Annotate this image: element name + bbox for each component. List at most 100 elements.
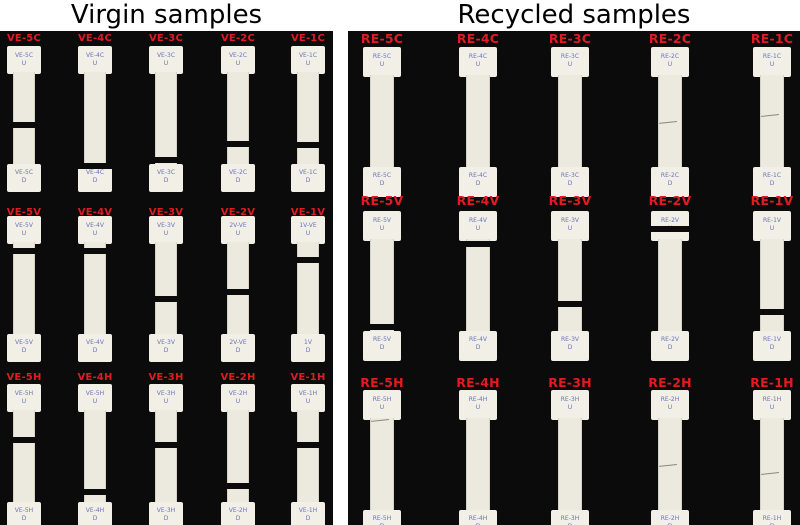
specimen-bottom-grip <box>459 331 497 361</box>
specimen-top-marking: VE-5V U <box>15 222 33 237</box>
specimen-label: VE-2C <box>220 33 256 44</box>
specimen-top-grip <box>291 384 325 412</box>
specimen-bottom-grip <box>753 510 791 525</box>
specimen-label: RE-5H <box>360 375 404 390</box>
specimen-top-grip <box>363 47 401 77</box>
fracture-gap <box>5 437 43 443</box>
specimen-bottom-grip <box>551 167 589 197</box>
tensile-specimen: RE-2H U RE-2H D <box>651 390 689 525</box>
specimen-label: VE-3H <box>148 372 184 383</box>
fracture-gap <box>5 122 43 128</box>
specimen-bottom-marking: VE-5C D <box>14 169 34 184</box>
tensile-specimen: VE-2H U VE-2H D <box>219 384 257 525</box>
specimen-bottom-grip <box>459 167 497 197</box>
specimen-label: VE-5V <box>6 207 42 218</box>
specimen-top-grip <box>363 211 401 241</box>
specimen-top-marking: RE-1V U <box>762 217 782 232</box>
specimen-bottom-grip <box>149 502 183 525</box>
specimen-bottom-marking: RE-2V D <box>660 336 680 351</box>
specimen-top-grip <box>651 47 689 77</box>
recycled-samples-heading: Recycled samples <box>457 0 691 30</box>
specimen-bottom-grip <box>651 510 689 525</box>
tensile-specimen: VE-4V U VE-4V D <box>76 216 114 362</box>
specimen-label: VE-2V <box>220 207 256 218</box>
fracture-gap <box>361 324 403 330</box>
specimen-gauge-section <box>297 72 319 166</box>
tensile-specimen: RE-4H U RE-4H D <box>459 390 497 525</box>
fracture-gap <box>5 248 43 254</box>
specimen-bottom-marking: RE-2H D <box>660 515 680 525</box>
specimen-top-marking: RE-2H U <box>660 396 680 411</box>
specimen-gauge-section <box>466 418 490 512</box>
specimen-bottom-grip <box>149 164 183 192</box>
specimen-gauge-section <box>155 410 177 504</box>
tensile-specimen: RE-1C U RE-1C D <box>753 47 791 197</box>
specimen-bottom-grip <box>753 331 791 361</box>
tensile-specimen: VE-1H U VE-1H D <box>289 384 327 525</box>
specimen-top-marking: RE-4H U <box>468 396 488 411</box>
tensile-specimen: RE-3V U RE-3V D <box>549 211 591 361</box>
specimen-top-grip <box>291 216 325 244</box>
specimen-bottom-marking: VE-4C D <box>85 169 105 184</box>
specimen-gauge-section <box>658 239 682 333</box>
specimen-top-grip <box>221 46 255 74</box>
specimen-gauge-section <box>155 72 177 166</box>
specimen-gauge-section <box>760 418 784 512</box>
fracture-gap <box>147 296 185 302</box>
specimen-label: RE-3H <box>548 375 592 390</box>
specimen-bottom-marking: RE-4V D <box>468 336 488 351</box>
recycled-samples-photo: RE-5C RE-5C U RE-5C D RE-4C RE-4C U RE-4C D RE… <box>348 31 800 525</box>
specimen-gauge-section <box>13 242 35 336</box>
fracture-gap <box>147 442 185 448</box>
specimen-bottom-marking: VE-2H D <box>228 507 248 522</box>
specimen-bottom-grip <box>221 502 255 525</box>
fracture-gap <box>289 442 327 448</box>
specimen-label: RE-1H <box>750 375 794 390</box>
specimen-top-grip <box>78 384 112 412</box>
specimen-bottom-marking: 2V-VE D <box>229 339 247 354</box>
tensile-specimen: RE-4V U RE-4V D <box>457 211 499 361</box>
tensile-specimen: RE-3C U RE-3C D <box>551 47 589 197</box>
fracture-gap <box>649 226 691 232</box>
tensile-specimen: RE-5H U RE-5H D <box>363 390 401 525</box>
specimen-gauge-section <box>466 75 490 169</box>
virgin-samples-photo: VE-5C VE-5C U VE-5C D VE-4C VE-4C U VE-4C D VE… <box>0 31 333 525</box>
tensile-specimen: RE-1V U RE-1V D <box>751 211 793 361</box>
specimen-label: VE-1C <box>290 33 326 44</box>
specimen-label: VE-3C <box>148 33 184 44</box>
fracture-gap <box>289 142 327 148</box>
specimen-gauge-section <box>558 239 582 333</box>
specimen-bottom-marking: RE-5V D <box>372 336 392 351</box>
specimen-top-marking: 1V-VE U <box>299 222 317 237</box>
specimen-top-marking: RE-3H U <box>560 396 580 411</box>
tensile-specimen: VE-5H U VE-4H D <box>76 384 114 525</box>
specimen-top-marking: RE-2C U <box>660 53 680 68</box>
specimen-top-marking: 2V-VE U <box>229 222 247 237</box>
specimen-bottom-marking: VE-5V D <box>15 339 33 354</box>
specimen-top-grip <box>651 390 689 420</box>
specimen-bottom-marking: VE-1C D <box>298 169 318 184</box>
tensile-specimen: 1V-VE U 1V D <box>289 216 327 362</box>
fracture-gap <box>219 483 257 489</box>
specimen-gauge-section <box>13 410 35 504</box>
specimen-label: RE-1V <box>750 193 794 208</box>
specimen-bottom-grip <box>221 334 255 362</box>
specimen-label: RE-4V <box>456 193 500 208</box>
specimen-label: VE-4V <box>77 207 113 218</box>
specimen-top-grip <box>221 216 255 244</box>
tensile-specimen: VE-3C U VE-3C D <box>147 46 185 192</box>
specimen-bottom-marking: RE-3C D <box>560 172 580 187</box>
specimen-bottom-marking: RE-5C D <box>372 172 392 187</box>
specimen-bottom-marking: RE-4C D <box>468 172 488 187</box>
specimen-bottom-grip <box>78 502 112 525</box>
virgin-samples-heading: Virgin samples <box>70 0 263 30</box>
specimen-gauge-section <box>760 239 784 333</box>
specimen-top-grip <box>753 47 791 77</box>
specimen-bottom-marking: VE-3H D <box>156 507 176 522</box>
specimen-label: VE-5C <box>6 33 42 44</box>
tensile-specimen: VE-5H U VE-5H D <box>5 384 43 525</box>
specimen-label: RE-4H <box>456 375 500 390</box>
specimen-top-marking: RE-4C U <box>468 53 488 68</box>
tensile-specimen: VE-3V U VE-3V D <box>147 216 185 362</box>
specimen-label: VE-1H <box>290 372 326 383</box>
